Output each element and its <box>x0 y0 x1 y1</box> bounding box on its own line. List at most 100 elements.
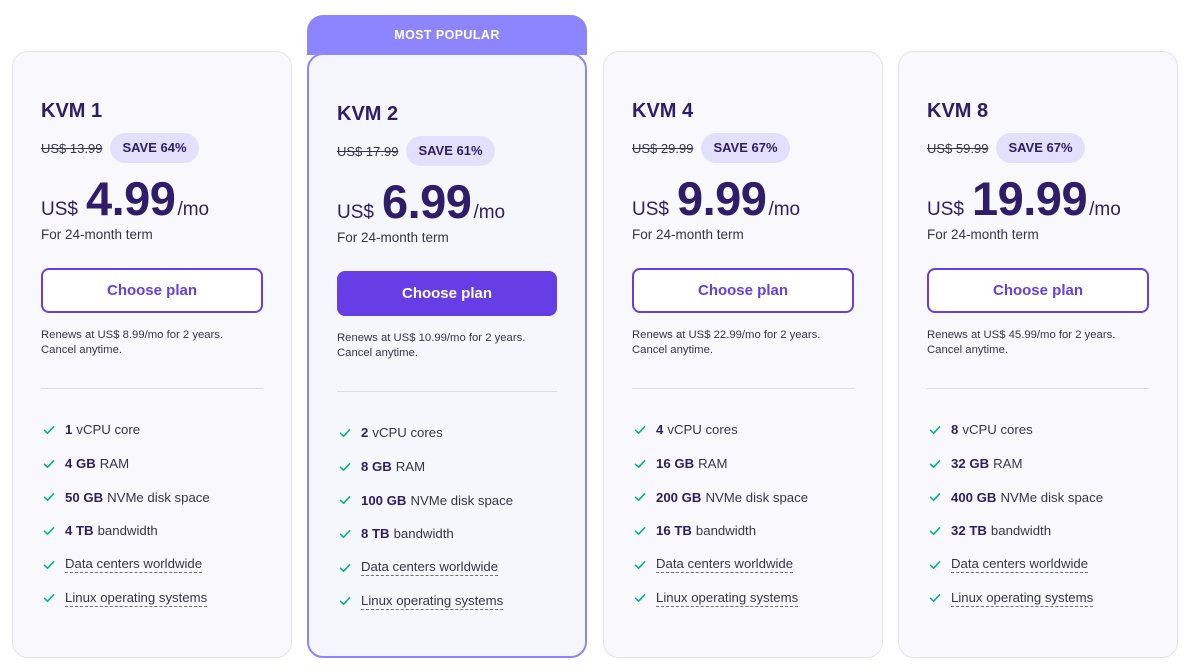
choose-plan-button[interactable]: Choose plan <box>927 268 1149 313</box>
choose-plan-button[interactable]: Choose plan <box>337 271 557 316</box>
feature-value: 8 <box>951 422 959 438</box>
current-price: US$ 19.99 /mo <box>927 171 1149 226</box>
feature-item: Linux operating systems <box>337 584 557 618</box>
feature-item: 400 GB NVMe disk space <box>927 480 1149 514</box>
feature-item: Data centers worldwide <box>337 551 557 585</box>
feature-item: 16 TB bandwidth <box>632 514 854 548</box>
feature-value: 400 GB <box>951 489 997 505</box>
plan-card-kvm1: KVM 1 US$ 13.99 SAVE 64% US$ 4.99 /mo Fo… <box>12 51 292 658</box>
data-centers-tooltip-link[interactable]: Data centers worldwide <box>951 556 1089 574</box>
divider <box>632 388 854 389</box>
most-popular-banner: MOST POPULAR <box>307 15 587 55</box>
feature-item: 8 GB RAM <box>337 450 557 484</box>
feature-label: vCPU cores <box>667 422 738 438</box>
linux-os-tooltip-link[interactable]: Linux operating systems <box>65 589 208 607</box>
choose-plan-button[interactable]: Choose plan <box>632 268 854 313</box>
save-badge: SAVE 67% <box>996 133 1085 163</box>
feature-item: Linux operating systems <box>41 581 263 615</box>
price-amount: 6.99 <box>381 175 472 228</box>
old-price: US$ 13.99 <box>41 140 103 156</box>
plan-name: KVM 4 <box>632 100 694 122</box>
cancel-anytime-text: Cancel anytime. <box>927 344 1008 356</box>
check-icon <box>43 526 55 535</box>
feature-item: Data centers worldwide <box>632 548 854 582</box>
check-icon <box>634 459 646 468</box>
plan-name: KVM 1 <box>41 100 103 122</box>
current-price: US$ 9.99 /mo <box>632 171 854 226</box>
choose-plan-button[interactable]: Choose plan <box>41 268 263 313</box>
check-icon <box>929 493 941 502</box>
feature-value: 4 GB <box>65 456 96 472</box>
plan-card-kvm8: KVM 8 US$ 59.99 SAVE 67% US$ 19.99 /mo F… <box>898 51 1178 658</box>
old-price: US$ 17.99 <box>337 143 399 159</box>
feature-label: vCPU cores <box>962 422 1033 438</box>
linux-os-tooltip-link[interactable]: Linux operating systems <box>951 589 1094 607</box>
term-text: For 24-month term <box>337 230 449 245</box>
divider <box>337 391 557 392</box>
cancel-anytime-text: Cancel anytime. <box>41 344 122 356</box>
feature-item: 16 GB RAM <box>632 447 854 481</box>
check-icon <box>634 560 646 569</box>
feature-label: RAM <box>993 456 1023 472</box>
data-centers-tooltip-link[interactable]: Data centers worldwide <box>656 556 794 574</box>
plan-name: KVM 2 <box>337 103 399 125</box>
renewal-note: Renews at US$ 8.99/mo for 2 years. Cance… <box>41 328 263 358</box>
save-badge: SAVE 67% <box>701 133 790 163</box>
check-icon <box>339 529 351 538</box>
price-row: US$ 59.99 SAVE 67% <box>927 133 1149 163</box>
feature-label: NVMe disk space <box>410 492 514 508</box>
linux-os-tooltip-link[interactable]: Linux operating systems <box>361 592 504 610</box>
old-price: US$ 59.99 <box>927 140 989 156</box>
feature-item: 200 GB NVMe disk space <box>632 480 854 514</box>
currency: US$ <box>337 202 374 223</box>
price-period: /mo <box>473 202 506 223</box>
feature-item: 32 TB bandwidth <box>927 514 1149 548</box>
renewal-price-text: Renews at US$ 22.99/mo for 2 years. <box>632 329 821 341</box>
data-centers-tooltip-link[interactable]: Data centers worldwide <box>65 556 203 574</box>
check-icon <box>634 594 646 603</box>
feature-label: bandwidth <box>393 526 454 542</box>
plan-card-kvm2: MOST POPULAR KVM 2 US$ 17.99 SAVE 61% US… <box>307 15 587 658</box>
currency: US$ <box>927 199 964 220</box>
check-icon <box>634 526 646 535</box>
feature-item: Data centers worldwide <box>41 548 263 582</box>
feature-item: 50 GB NVMe disk space <box>41 480 263 514</box>
price-row: US$ 17.99 SAVE 61% <box>337 136 557 166</box>
current-price: US$ 4.99 /mo <box>41 171 263 226</box>
feature-label: vCPU cores <box>372 425 443 441</box>
plan-name: KVM 8 <box>927 100 989 122</box>
old-price: US$ 29.99 <box>632 140 694 156</box>
feature-item: 8 TB bandwidth <box>337 517 557 551</box>
feature-item: Linux operating systems <box>927 581 1149 615</box>
renewal-price-text: Renews at US$ 10.99/mo for 2 years. <box>337 332 526 344</box>
feature-value: 32 TB <box>951 523 987 539</box>
price-period: /mo <box>177 199 210 220</box>
feature-list: 4 vCPU cores 16 GB RAM 200 GB NVMe disk spa… <box>632 413 854 615</box>
feature-value: 8 GB <box>361 459 392 475</box>
feature-label: RAM <box>698 456 728 472</box>
renewal-price-text: Renews at US$ 8.99/mo for 2 years. <box>41 329 224 341</box>
check-icon <box>43 459 55 468</box>
linux-os-tooltip-link[interactable]: Linux operating systems <box>656 589 799 607</box>
feature-value: 200 GB <box>656 489 702 505</box>
price-period: /mo <box>1089 199 1121 220</box>
feature-item: 1 vCPU core <box>41 413 263 447</box>
feature-label: RAM <box>395 459 426 475</box>
currency: US$ <box>41 199 78 220</box>
feature-item: 8 vCPU cores <box>927 413 1149 447</box>
renewal-note: Renews at US$ 22.99/mo for 2 years. Canc… <box>632 328 854 358</box>
check-icon <box>929 594 941 603</box>
check-icon <box>634 493 646 502</box>
feature-item: 100 GB NVMe disk space <box>337 483 557 517</box>
feature-value: 1 <box>65 422 73 438</box>
feature-list: 1 vCPU core 4 GB RAM 50 GB NVMe disk space … <box>41 413 263 615</box>
feature-item: 32 GB RAM <box>927 447 1149 481</box>
data-centers-tooltip-link[interactable]: Data centers worldwide <box>361 559 499 577</box>
currency: US$ <box>632 199 669 220</box>
check-icon <box>929 526 941 535</box>
feature-list: 8 vCPU cores 32 GB RAM 400 GB NVMe disk spa… <box>927 413 1149 615</box>
feature-value: 4 <box>656 422 664 438</box>
feature-label: bandwidth <box>990 523 1052 539</box>
feature-item: 4 GB RAM <box>41 447 263 481</box>
cancel-anytime-text: Cancel anytime. <box>337 347 418 359</box>
